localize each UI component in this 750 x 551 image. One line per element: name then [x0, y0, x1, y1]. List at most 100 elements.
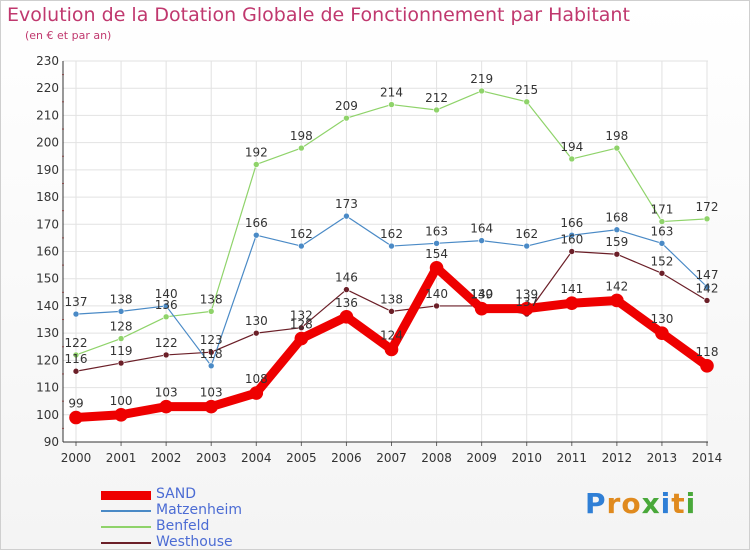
- data-point: [658, 218, 666, 225]
- data-point: [519, 301, 534, 316]
- data-point: [613, 144, 621, 152]
- data-label: 140: [155, 287, 178, 301]
- data-label: 139: [515, 288, 538, 302]
- y-tick-label: 210: [36, 108, 59, 122]
- legend-swatch: [101, 542, 151, 544]
- data-label: 108: [245, 372, 268, 386]
- x-tick-label: 2005: [286, 451, 317, 465]
- data-label: 136: [335, 296, 358, 310]
- data-point: [343, 114, 350, 122]
- x-tick-label: 2013: [647, 451, 678, 465]
- data-label: 124: [380, 328, 403, 342]
- data-point: [700, 358, 714, 373]
- data-point: [433, 106, 440, 114]
- data-label: 163: [425, 224, 448, 238]
- data-point: [703, 297, 711, 304]
- data-label: 173: [335, 197, 358, 211]
- data-label: 141: [560, 282, 583, 296]
- x-tick-label: 2008: [421, 451, 452, 465]
- data-label: 130: [245, 314, 268, 328]
- data-point: [478, 87, 485, 95]
- data-point: [568, 155, 576, 163]
- x-tick-label: 2009: [466, 451, 497, 465]
- logo-letter: P: [585, 487, 607, 520]
- data-label: 128: [110, 320, 133, 334]
- logo-letter: i: [685, 487, 697, 520]
- data-point: [249, 386, 264, 400]
- legend-label: Westhouse: [156, 534, 233, 550]
- data-point: [72, 367, 80, 375]
- logo-letter: x: [641, 487, 661, 520]
- data-point: [298, 144, 305, 152]
- data-point: [117, 308, 125, 315]
- data-point: [478, 237, 485, 244]
- data-point: [162, 351, 170, 359]
- data-point: [568, 231, 576, 239]
- data-point: [429, 261, 444, 275]
- chart-axes: 90 100 110 120 130 140 150 160 170 180 190 200 210 22…: [36, 54, 722, 465]
- data-point: [207, 348, 215, 356]
- data-label: 162: [515, 227, 538, 241]
- data-point: [568, 248, 576, 255]
- data-label: 116: [65, 352, 88, 366]
- data-label: 142: [605, 279, 628, 293]
- data-label: 168: [605, 211, 628, 225]
- data-label: 162: [380, 227, 403, 241]
- data-point: [162, 302, 170, 310]
- legend-label: SAND: [156, 486, 196, 502]
- x-tick-label: 2002: [151, 451, 182, 465]
- data-label: 198: [605, 129, 628, 143]
- data-point: [339, 310, 354, 324]
- legend-swatch: [101, 490, 151, 500]
- y-tick-label: 90: [44, 435, 59, 449]
- x-tick-label: 2000: [61, 451, 92, 465]
- data-label: 164: [470, 222, 493, 236]
- data-label: 219: [470, 72, 493, 86]
- data-point: [384, 342, 399, 357]
- data-label: 140: [470, 287, 493, 301]
- data-point: [388, 101, 395, 108]
- y-tick-label: 190: [36, 163, 59, 177]
- data-label: 118: [696, 345, 719, 359]
- data-label: 159: [605, 235, 628, 249]
- data-label: 138: [200, 292, 223, 306]
- x-tick-label: 2010: [511, 451, 542, 465]
- chart-grid: [63, 60, 708, 443]
- data-label: 137: [515, 295, 538, 309]
- data-label: 122: [65, 336, 88, 350]
- data-label: 137: [65, 295, 88, 309]
- data-label: 215: [515, 83, 538, 97]
- x-tick-label: 2007: [376, 451, 407, 465]
- data-label: 154: [425, 247, 448, 261]
- data-label: 152: [650, 254, 673, 268]
- data-label: 198: [290, 129, 313, 143]
- data-point: [474, 301, 489, 316]
- x-tick-label: 2014: [692, 451, 723, 465]
- y-tick-label: 110: [36, 381, 59, 395]
- data-point: [72, 310, 80, 318]
- data-label: 103: [155, 386, 178, 400]
- data-label: 214: [380, 86, 403, 100]
- data-label: 209: [335, 99, 358, 113]
- y-tick-label: 150: [36, 272, 59, 286]
- data-point: [388, 308, 395, 315]
- data-point: [703, 283, 711, 291]
- data-point: [117, 335, 125, 342]
- data-label: 146: [335, 271, 358, 285]
- data-label: 138: [110, 292, 133, 306]
- data-point: [523, 242, 531, 250]
- data-label: 119: [110, 344, 133, 358]
- data-label: 132: [290, 309, 313, 323]
- data-label: 122: [155, 336, 178, 350]
- logo-letter: t: [671, 487, 686, 520]
- x-tick-label: 2003: [196, 451, 227, 465]
- y-tick-label: 200: [36, 136, 59, 150]
- data-label: 139: [470, 288, 493, 302]
- logo-letter: r: [606, 487, 622, 520]
- y-tick-label: 220: [36, 81, 59, 95]
- data-point: [204, 399, 219, 414]
- data-label: 136: [155, 298, 178, 312]
- x-tick-label: 2004: [241, 451, 272, 465]
- data-label: 118: [200, 347, 223, 361]
